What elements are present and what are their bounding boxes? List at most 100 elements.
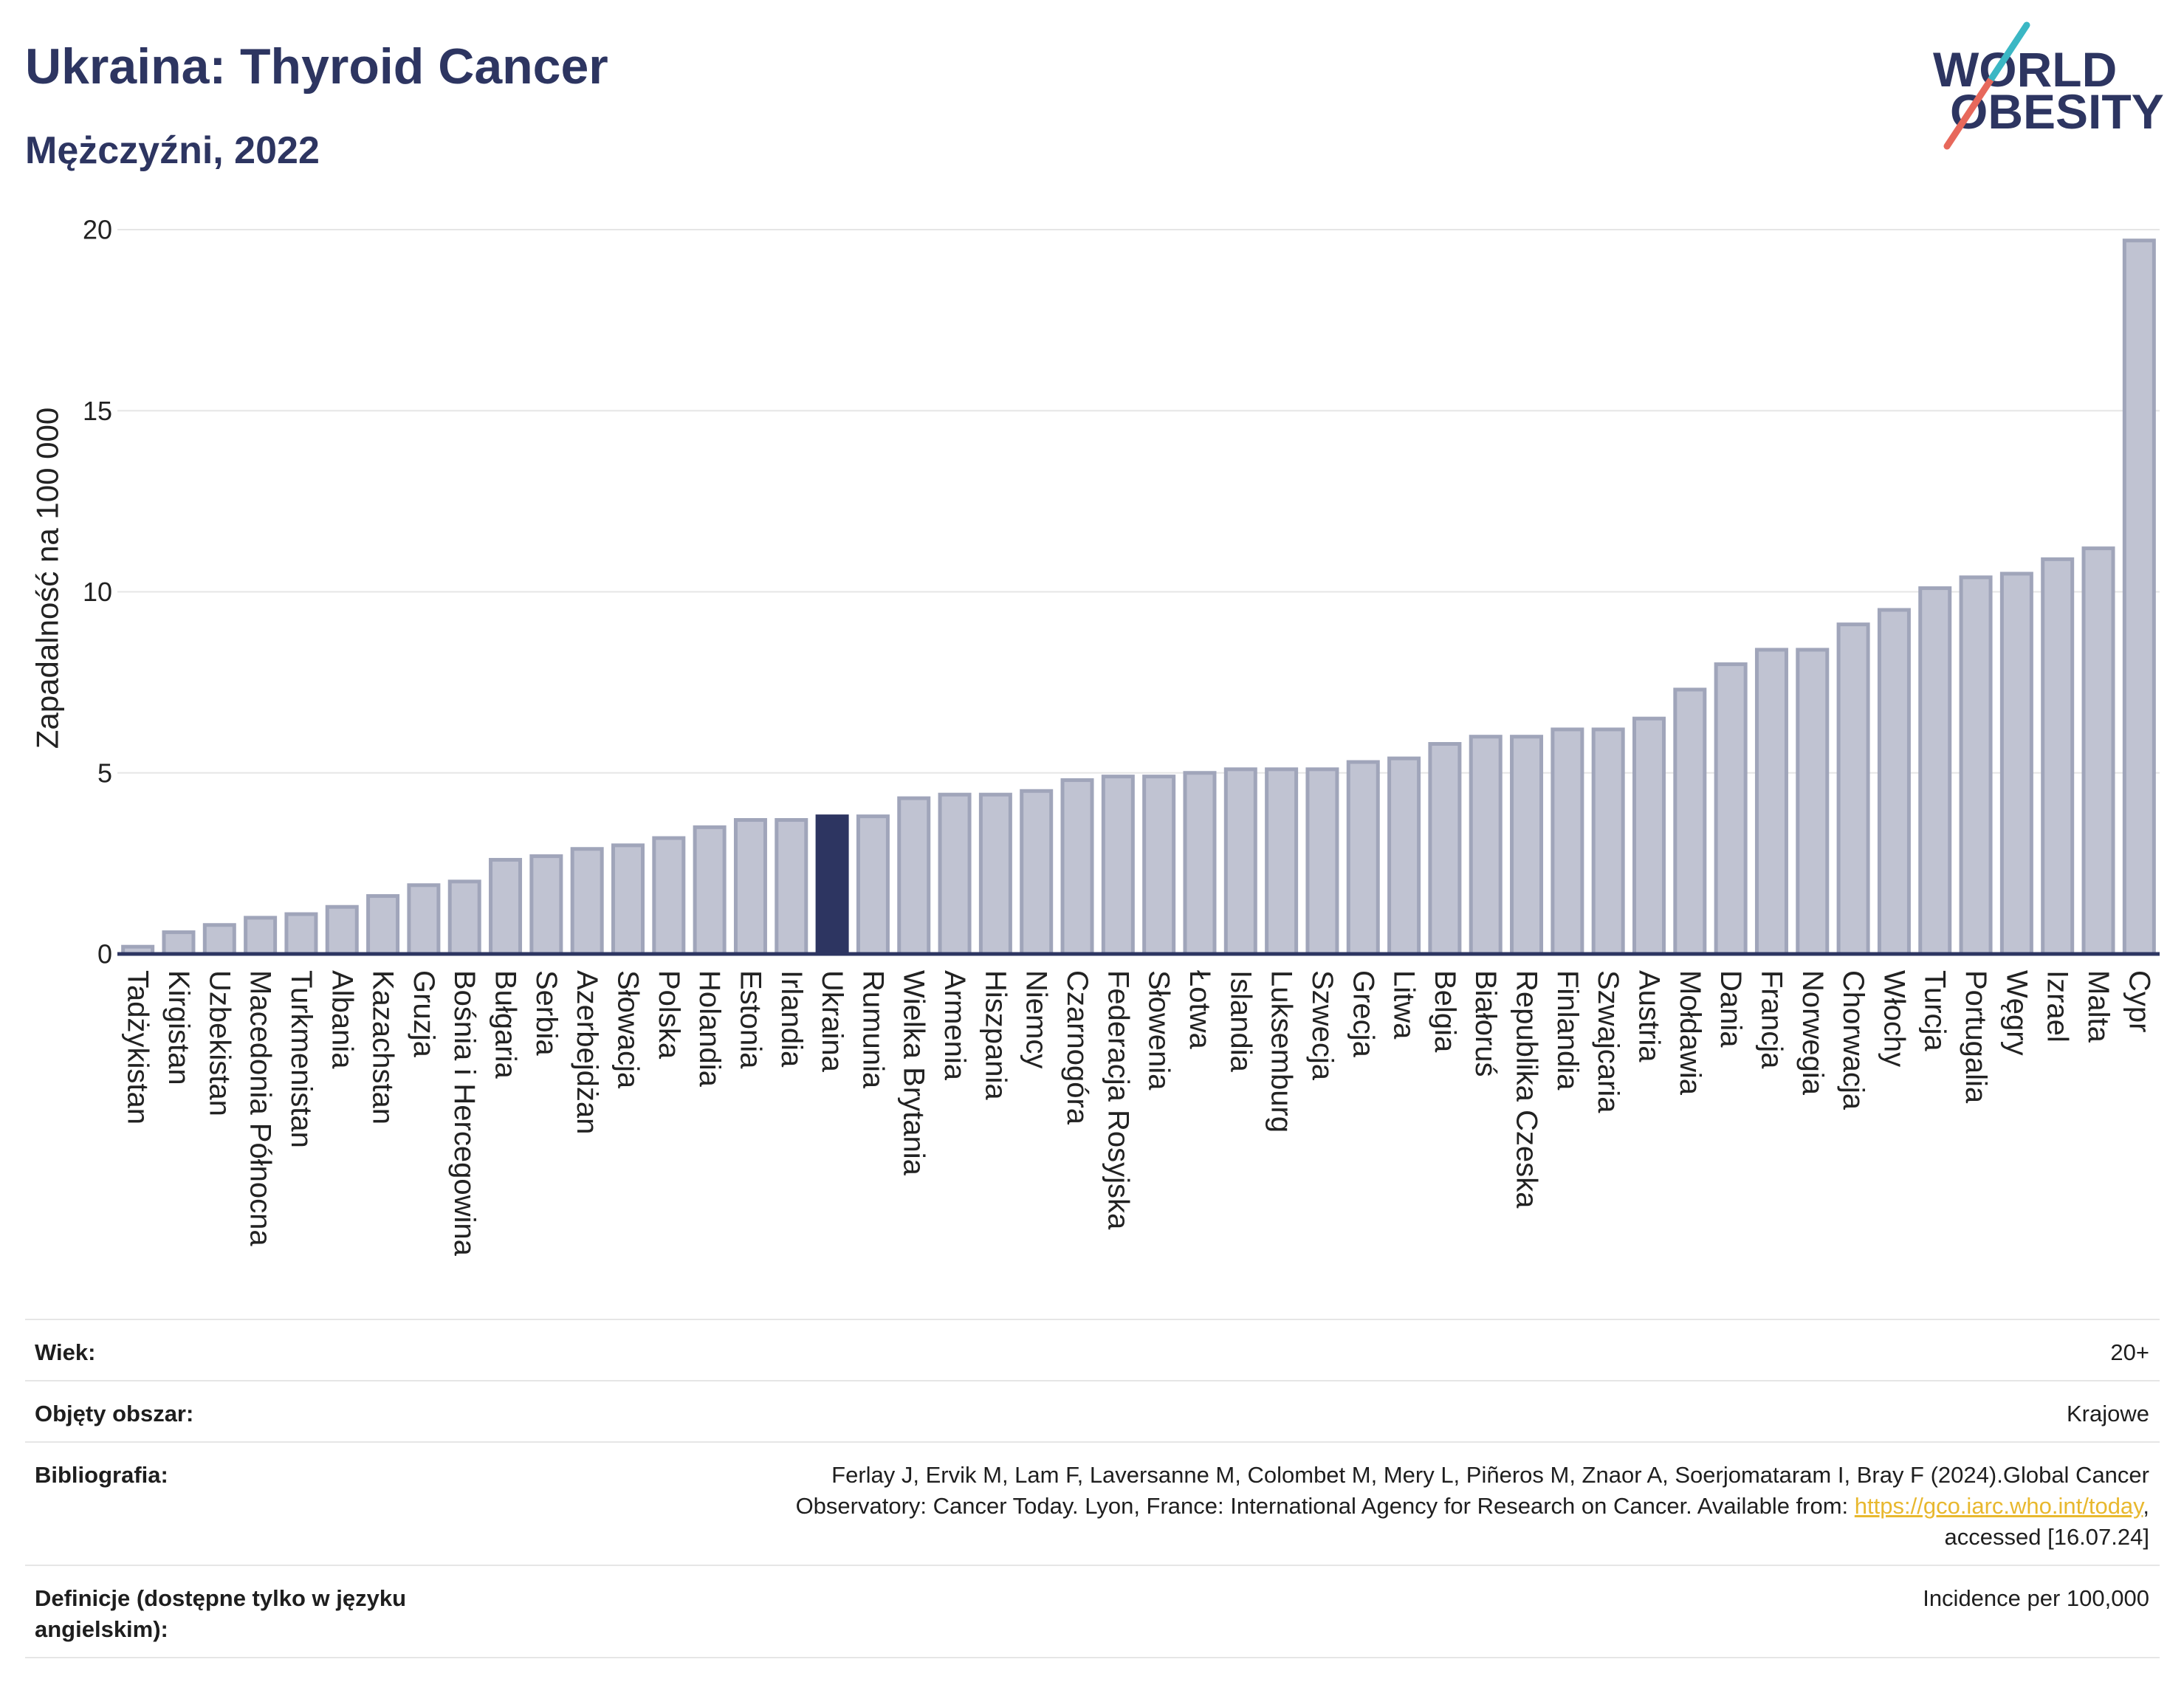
bar-węgry <box>1999 571 2033 956</box>
bar-irlandia <box>775 818 808 956</box>
x-tick-label: Gruzja <box>408 970 440 1058</box>
x-tick-label: Turkmenistan <box>285 970 317 1148</box>
x-tick-label: Serbia <box>530 970 563 1056</box>
x-tick-label: Chorwacja <box>1837 970 1869 1110</box>
info-label: Wiek: <box>35 1339 96 1365</box>
bar-luksemburg <box>1265 767 1299 956</box>
bar-słowenia <box>1142 775 1176 956</box>
x-tick-label: Albania <box>326 970 358 1069</box>
x-tick-label: Belgia <box>1429 970 1461 1053</box>
info-value: Incidence per 100,000 <box>1923 1585 2149 1611</box>
bar-portugalia <box>1959 575 1993 956</box>
bibliography-value: Ferlay J, Ervik M, Lam F, Laversanne M, … <box>739 1460 2149 1553</box>
bar-gruzja <box>407 883 441 956</box>
bar-cypr <box>2122 238 2156 956</box>
bar-estonia <box>733 818 767 956</box>
page-subtitle: Mężczyźni, 2022 <box>25 129 320 172</box>
info-table: Wiek: 20+ Objęty obszar: Krajowe Bibliog… <box>25 1319 2160 1658</box>
x-tick-label: Norwegia <box>1796 970 1829 1096</box>
bar-litwa <box>1387 756 1421 956</box>
x-tick-label: Wielka Brytania <box>898 970 930 1176</box>
x-tick-label: Czarnogóra <box>1061 970 1093 1125</box>
bar-łotwa <box>1183 771 1217 956</box>
info-row-age: Wiek: 20+ <box>25 1319 2160 1380</box>
x-tick-label: Rumunia <box>856 970 889 1089</box>
x-tick-label: Niemcy <box>1020 970 1053 1068</box>
x-tick-label: Armenia <box>938 970 971 1081</box>
x-tick-label: Litwa <box>1388 970 1421 1040</box>
bar-kazachstan <box>366 894 400 956</box>
bar-ukraina <box>815 814 849 956</box>
x-tick-label: Białoruś <box>1469 970 1502 1077</box>
bar-wielka-brytania <box>897 796 931 956</box>
bar-norwegia <box>1796 648 1830 956</box>
info-value: 20+ <box>2110 1339 2149 1365</box>
bar-serbia <box>529 854 563 956</box>
logo-slash <box>1943 21 2030 150</box>
x-tick-label: Ukraina <box>816 970 848 1073</box>
x-tick-label: Słowenia <box>1143 970 1175 1091</box>
world-obesity-logo: WORLD OBESITY <box>1933 21 2164 150</box>
x-tick-label: Federacja Rosyjska <box>1102 970 1134 1230</box>
bar-szwajcaria <box>1591 727 1625 956</box>
info-row-definitions: Definicje (dostępne tylko w języku angie… <box>25 1565 2160 1657</box>
x-tick-label: Tadżykistan <box>122 970 154 1125</box>
info-label: Bibliografia: <box>35 1462 168 1488</box>
bar-austria <box>1632 716 1666 956</box>
bar-hiszpania <box>978 792 1012 956</box>
bar-polska <box>652 836 686 956</box>
x-tick-label: Malta <box>2082 970 2115 1043</box>
bar-turkmenistan <box>284 912 318 956</box>
logo-word-world: WORLD <box>1933 42 2117 97</box>
bar-belgia <box>1428 742 1462 956</box>
bar-bośnia-i-hercegowina <box>447 879 481 956</box>
x-tick-label: Polska <box>653 970 685 1060</box>
bar-armenia <box>938 792 972 956</box>
x-tick-label: Bośnia i Hercegowina <box>448 970 481 1257</box>
y-tick-label: 20 <box>83 215 112 245</box>
x-tick-label: Uzbekistan <box>203 970 236 1116</box>
bar-rumunia <box>856 814 890 956</box>
y-tick-label: 10 <box>83 577 112 607</box>
bar-mołdawia <box>1673 687 1707 956</box>
bar-francja <box>1754 648 1788 956</box>
bibliography-text: Ferlay J, Ervik M, Lam F, Laversanne M, … <box>795 1462 2149 1519</box>
x-tick-label: Macedonia Północna <box>244 970 277 1246</box>
y-tick-labels: 0 5 10 15 20 <box>83 215 112 969</box>
bar-republika-czeska <box>1510 735 1544 956</box>
x-tick-label: Republika Czeska <box>1511 970 1543 1209</box>
bar-chorwacja <box>1836 622 1870 956</box>
bar-holandia <box>693 825 727 956</box>
bar-czarnogóra <box>1060 778 1094 956</box>
bar-słowacja <box>611 843 645 956</box>
bar-islandia <box>1223 767 1257 956</box>
x-tick-label: Izrael <box>2042 970 2074 1043</box>
bar-dania <box>1714 662 1748 956</box>
x-tick-label: Irlandia <box>775 970 808 1068</box>
info-label: Definicje (dostępne tylko w języku angie… <box>35 1585 407 1642</box>
x-tick-label: Hiszpania <box>979 970 1012 1100</box>
x-tick-label: Kirgistan <box>162 970 195 1085</box>
x-tick-label: Finlandia <box>1551 970 1584 1091</box>
x-tick-label: Luksemburg <box>1266 970 1298 1133</box>
x-tick-label: Francja <box>1755 970 1788 1069</box>
x-tick-label: Węgry <box>2000 970 2033 1056</box>
x-tick-label: Holandia <box>693 970 726 1088</box>
info-value: Krajowe <box>2067 1401 2149 1427</box>
x-tick-label: Mołdawia <box>1674 970 1706 1096</box>
x-tick-label: Szwajcaria <box>1592 970 1624 1113</box>
x-tick-label: Kazachstan <box>367 970 399 1125</box>
bar-turcja <box>1918 586 1952 956</box>
y-axis-title: Zapadalność na 100 000 <box>30 408 65 749</box>
x-tick-label: Dania <box>1714 970 1747 1048</box>
bar-federacja-rosyjska <box>1101 775 1135 956</box>
bar-białoruś <box>1469 735 1503 956</box>
page-title: Ukraina: Thyroid Cancer <box>25 38 608 95</box>
source-link[interactable]: https://gco.iarc.who.int/today <box>1854 1493 2143 1519</box>
x-tick-label: Azerbejdżan <box>571 970 603 1134</box>
bar-uzbekistan <box>202 923 236 956</box>
x-tick-label: Austria <box>1633 970 1666 1062</box>
y-tick-label: 5 <box>97 758 112 788</box>
x-tick-label: Portugalia <box>1960 970 1992 1104</box>
